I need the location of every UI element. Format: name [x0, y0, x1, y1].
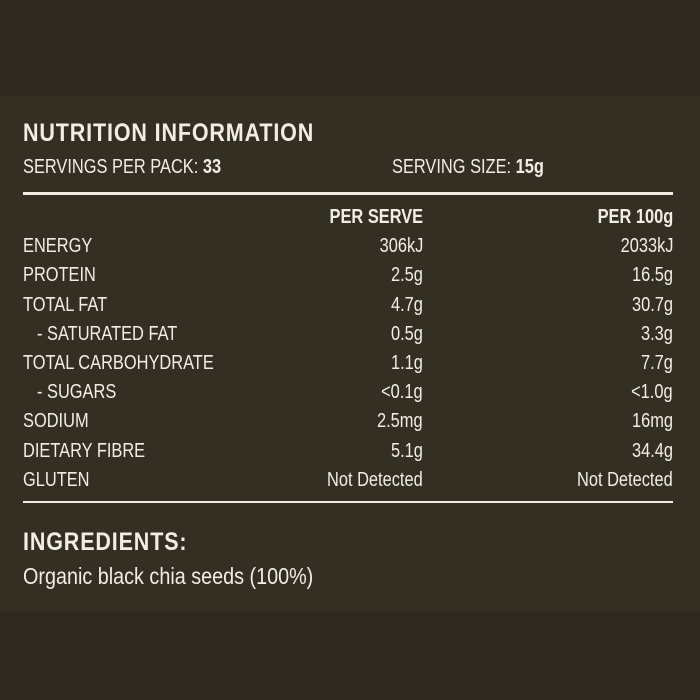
table-row: SODIUM 2.5mg 16mg — [23, 407, 673, 436]
nutrition-title: NUTRITION INFORMATION — [23, 119, 315, 147]
per-serve-value: 0.5g — [391, 322, 423, 345]
table-row: TOTAL CARBOHYDRATE 1.1g 7.7g — [23, 349, 673, 378]
column-header-per-serve: PER SERVE — [329, 206, 423, 228]
serving-size-value: 15g — [515, 156, 544, 178]
serving-size-label: SERVING SIZE: — [392, 156, 512, 178]
table-row: PROTEIN 2.5g 16.5g — [23, 261, 673, 290]
table-row: - SUGARS <0.1g <1.0g — [23, 378, 673, 407]
serving-info: SERVINGS PER PACK: 33 SERVING SIZE: 15g — [23, 150, 673, 184]
column-header-per-100g: PER 100g — [597, 206, 673, 228]
ingredients-title: INGREDIENTS: — [23, 527, 188, 556]
per-100g-value: Not Detected — [577, 468, 673, 491]
per-100g-value: 30.7g — [631, 293, 673, 316]
servings-per-pack: SERVINGS PER PACK: 33 — [23, 150, 221, 184]
table-row: DIETARY FIBRE 5.1g 34.4g — [23, 437, 673, 466]
ingredients-text: Organic black chia seeds (100%) — [23, 562, 314, 589]
table-row: GLUTEN Not Detected Not Detected — [23, 466, 673, 495]
nutrient-name: TOTAL CARBOHYDRATE — [23, 351, 214, 374]
per-100g-value: 2033kJ — [620, 235, 673, 258]
nutrition-table: PER SERVE PER 100g ENERGY 306kJ 2033kJ P… — [23, 203, 673, 495]
nutrient-name: - SATURATED FAT — [37, 322, 178, 345]
per-100g-value: 34.4g — [631, 439, 673, 462]
servings-per-pack-label: SERVINGS PER PACK: — [23, 156, 199, 178]
per-100g-value: 16mg — [631, 410, 673, 433]
nutrient-name: TOTAL FAT — [23, 293, 108, 316]
nutrient-name: DIETARY FIBRE — [23, 439, 146, 462]
per-serve-value: <0.1g — [381, 381, 423, 404]
per-serve-value: Not Detected — [327, 468, 423, 491]
servings-per-pack-value: 33 — [202, 156, 222, 178]
per-serve-value: 4.7g — [391, 293, 423, 316]
nutrient-name: SODIUM — [23, 410, 89, 433]
table-header-row: PER SERVE PER 100g — [23, 203, 673, 232]
label-panel — [0, 96, 700, 612]
per-100g-value: 3.3g — [641, 322, 673, 345]
per-serve-value: 5.1g — [391, 439, 423, 462]
nutrient-name: PROTEIN — [23, 264, 96, 287]
serving-size: SERVING SIZE: 15g — [392, 150, 544, 184]
per-serve-value: 1.1g — [391, 351, 423, 374]
table-row: ENERGY 306kJ 2033kJ — [23, 232, 673, 261]
divider-bottom — [23, 500, 673, 503]
divider-top — [23, 192, 673, 195]
table-row: - SATURATED FAT 0.5g 3.3g — [23, 320, 673, 349]
per-serve-value: 306kJ — [379, 235, 423, 258]
nutrition-label: NUTRITION INFORMATION SERVINGS PER PACK:… — [23, 116, 673, 593]
nutrient-name: GLUTEN — [23, 468, 90, 491]
per-100g-value: 16.5g — [631, 264, 673, 287]
per-serve-value: 2.5mg — [377, 410, 423, 433]
per-100g-value: <1.0g — [631, 381, 673, 404]
per-100g-value: 7.7g — [641, 351, 673, 374]
nutrient-name: - SUGARS — [37, 381, 117, 404]
nutrient-name: ENERGY — [23, 235, 93, 258]
per-serve-value: 2.5g — [391, 264, 423, 287]
table-row: TOTAL FAT 4.7g 30.7g — [23, 291, 673, 320]
